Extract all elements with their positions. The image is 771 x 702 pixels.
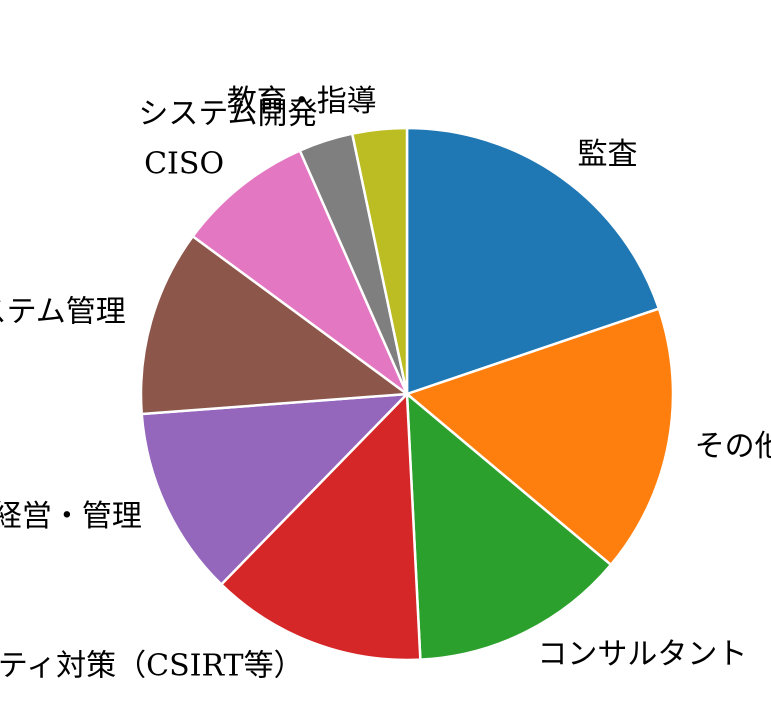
- pie-slice: [140, 392, 411, 587]
- slice-label: 教育・指導: [227, 84, 377, 119]
- pie-slice: [350, 126, 409, 395]
- pie-slice: [405, 391, 613, 661]
- slice-label: 監査: [577, 137, 637, 172]
- slice-label: システム開発: [138, 96, 317, 131]
- slice-label: セキュリティ対策（CSIRT等）: [0, 649, 304, 684]
- pie-slice: [191, 148, 411, 398]
- pie-slice: [405, 126, 661, 396]
- slice-label: 情報システム管理: [0, 294, 126, 329]
- slice-label: 経営・管理: [0, 499, 142, 534]
- pie-slice: [404, 307, 675, 567]
- pie-slice: [219, 391, 422, 662]
- slice-label: CISO: [144, 147, 224, 182]
- pie-slice: [139, 234, 411, 416]
- slice-label: その他: [695, 429, 771, 464]
- slice-label: コンサルタント: [537, 637, 747, 672]
